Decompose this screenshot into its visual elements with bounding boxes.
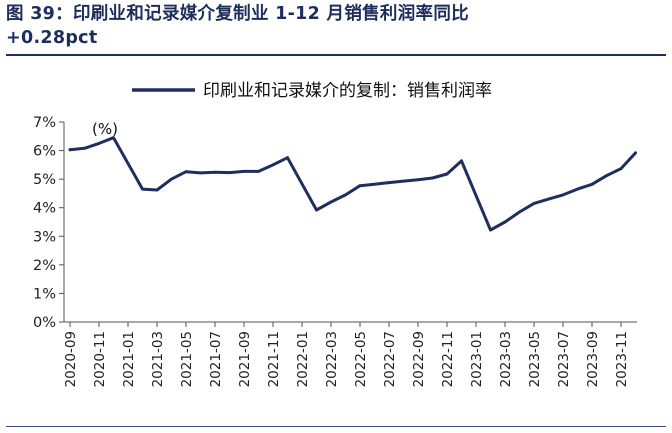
series-point	[431, 176, 434, 180]
y-tick-label: 5%	[33, 172, 56, 188]
x-tick-label: 2020-11	[92, 331, 108, 387]
y-tick-label: 2%	[33, 258, 56, 274]
series-point	[445, 172, 449, 176]
series-point	[344, 193, 347, 197]
series-point	[547, 197, 550, 201]
legend-label: 印刷业和记录媒介的复制：销售利润率	[203, 81, 492, 101]
y-tick-label: 4%	[33, 201, 56, 217]
x-tick-label: 2023-01	[469, 331, 485, 387]
x-tick-label: 2022-03	[324, 331, 340, 387]
x-tick-label: 2022-05	[353, 331, 369, 387]
series-point	[242, 170, 246, 173]
x-tick-label: 2020-09	[63, 331, 79, 387]
series-point	[619, 167, 623, 171]
series-point	[402, 179, 405, 183]
series-point	[112, 136, 115, 140]
footer-rule	[6, 426, 666, 427]
series-point	[489, 228, 492, 232]
x-tick-label: 2023-07	[556, 331, 572, 387]
y-tick-label: 0%	[33, 315, 56, 331]
x-tick-label: 2023-05	[527, 331, 543, 387]
series-point	[532, 202, 536, 205]
series-point	[576, 187, 579, 191]
series-point	[155, 188, 159, 192]
series-point	[170, 177, 173, 181]
series-point	[286, 156, 289, 160]
y-tick-label: 1%	[33, 286, 56, 302]
series-point	[228, 171, 231, 175]
series-point	[257, 170, 260, 173]
y-tick-label: 6%	[33, 144, 56, 160]
x-tick-label: 2023-11	[614, 331, 630, 387]
series-point	[184, 170, 188, 174]
x-tick-label: 2021-01	[121, 331, 137, 387]
y-unit-label: (%)	[92, 120, 118, 138]
figure-title-line1: 图 39：印刷业和记录媒介复制业 1-12 月销售利润率同比	[6, 4, 469, 24]
series-point	[315, 208, 318, 212]
figure-title: 图 39：印刷业和记录媒介复制业 1-12 月销售利润率同比 +0.28pct	[6, 2, 666, 50]
series-point	[634, 151, 637, 155]
x-tick-label: 2021-09	[237, 331, 253, 387]
series-point	[605, 174, 608, 178]
x-tick-label: 2022-07	[382, 331, 398, 387]
x-tick-label: 2021-05	[179, 331, 195, 387]
series-point	[387, 181, 391, 185]
x-tick-label: 2023-03	[498, 331, 514, 387]
x-tick-label: 2021-11	[266, 331, 282, 387]
x-tick-label: 2022-09	[411, 331, 427, 387]
series-point	[83, 146, 86, 150]
x-tick-label: 2022-01	[295, 331, 311, 387]
series-point	[97, 142, 101, 145]
series-point	[590, 182, 594, 186]
series-point	[199, 171, 202, 175]
series-line	[68, 136, 637, 232]
series-point	[518, 210, 521, 214]
series-point	[141, 187, 144, 191]
series-point	[416, 178, 420, 182]
x-tick-label: 2022-11	[440, 331, 456, 387]
series-point	[271, 163, 275, 167]
series-point	[68, 148, 72, 152]
series-point	[561, 193, 565, 197]
series-point	[358, 184, 362, 188]
series-point	[373, 182, 376, 186]
series-point	[460, 159, 463, 163]
series-point	[329, 200, 333, 204]
title-rule	[6, 54, 666, 56]
x-tick-label: 2023-09	[585, 331, 601, 387]
series-point	[503, 220, 507, 224]
series-point	[213, 170, 217, 174]
x-tick-label: 2021-03	[150, 331, 166, 387]
x-tick-label: 2021-07	[208, 331, 224, 387]
chart-legend: 印刷业和记录媒介的复制：销售利润率	[132, 81, 492, 101]
y-tick-label: 3%	[33, 229, 56, 245]
figure-title-line2: +0.28pct	[6, 28, 98, 48]
y-tick-label: 7%	[33, 115, 56, 131]
